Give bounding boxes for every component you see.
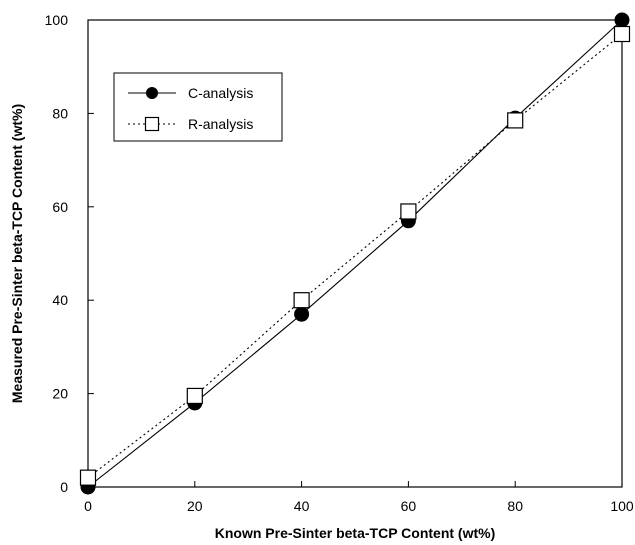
y-tick-label: 40 — [52, 292, 68, 308]
series-layer — [79, 12, 631, 495]
y-tick-label: 80 — [52, 105, 68, 121]
x-tick-label: 0 — [84, 498, 92, 514]
data-point-r-analysis — [293, 292, 310, 309]
legend-label-c-analysis: C-analysis — [188, 85, 253, 101]
x-axis-ticks: 0 20 40 60 80 100 — [84, 481, 634, 514]
series-line-r-analysis — [87, 33, 623, 479]
x-tick-label: 40 — [294, 498, 310, 514]
data-point-c-analysis — [294, 306, 310, 322]
x-tick-label: 60 — [401, 498, 417, 514]
data-point-r-analysis — [186, 387, 203, 405]
y-tick-label: 0 — [60, 479, 68, 495]
data-point-r-analysis — [507, 112, 524, 129]
y-axis-title: Measured Pre-Sinter beta-TCP Content (wt… — [9, 104, 25, 403]
y-tick-label: 60 — [52, 199, 68, 215]
x-tick-label: 80 — [507, 498, 523, 514]
y-tick-label: 100 — [45, 12, 69, 28]
legend-marker-c-analysis — [146, 87, 158, 99]
legend: C-analysis R-analysis — [113, 72, 283, 142]
y-axis-ticks: 0 20 40 60 80 100 — [45, 12, 94, 495]
x-tick-label: 100 — [610, 498, 634, 514]
x-axis-title: Known Pre-Sinter beta-TCP Content (wt%) — [215, 525, 496, 541]
data-point-c-analysis — [614, 12, 630, 28]
legend-marker-r-analysis — [144, 116, 160, 132]
plot-frame — [87, 19, 623, 488]
legend-box — [113, 72, 283, 142]
legend-label-r-analysis: R-analysis — [188, 116, 253, 132]
series-line-c-analysis — [87, 19, 623, 488]
data-point-r-analysis — [613, 25, 631, 43]
data-point-r-analysis — [400, 203, 417, 220]
y-tick-label: 20 — [52, 386, 68, 402]
data-point-r-analysis — [79, 469, 97, 486]
x-tick-label: 20 — [187, 498, 203, 514]
